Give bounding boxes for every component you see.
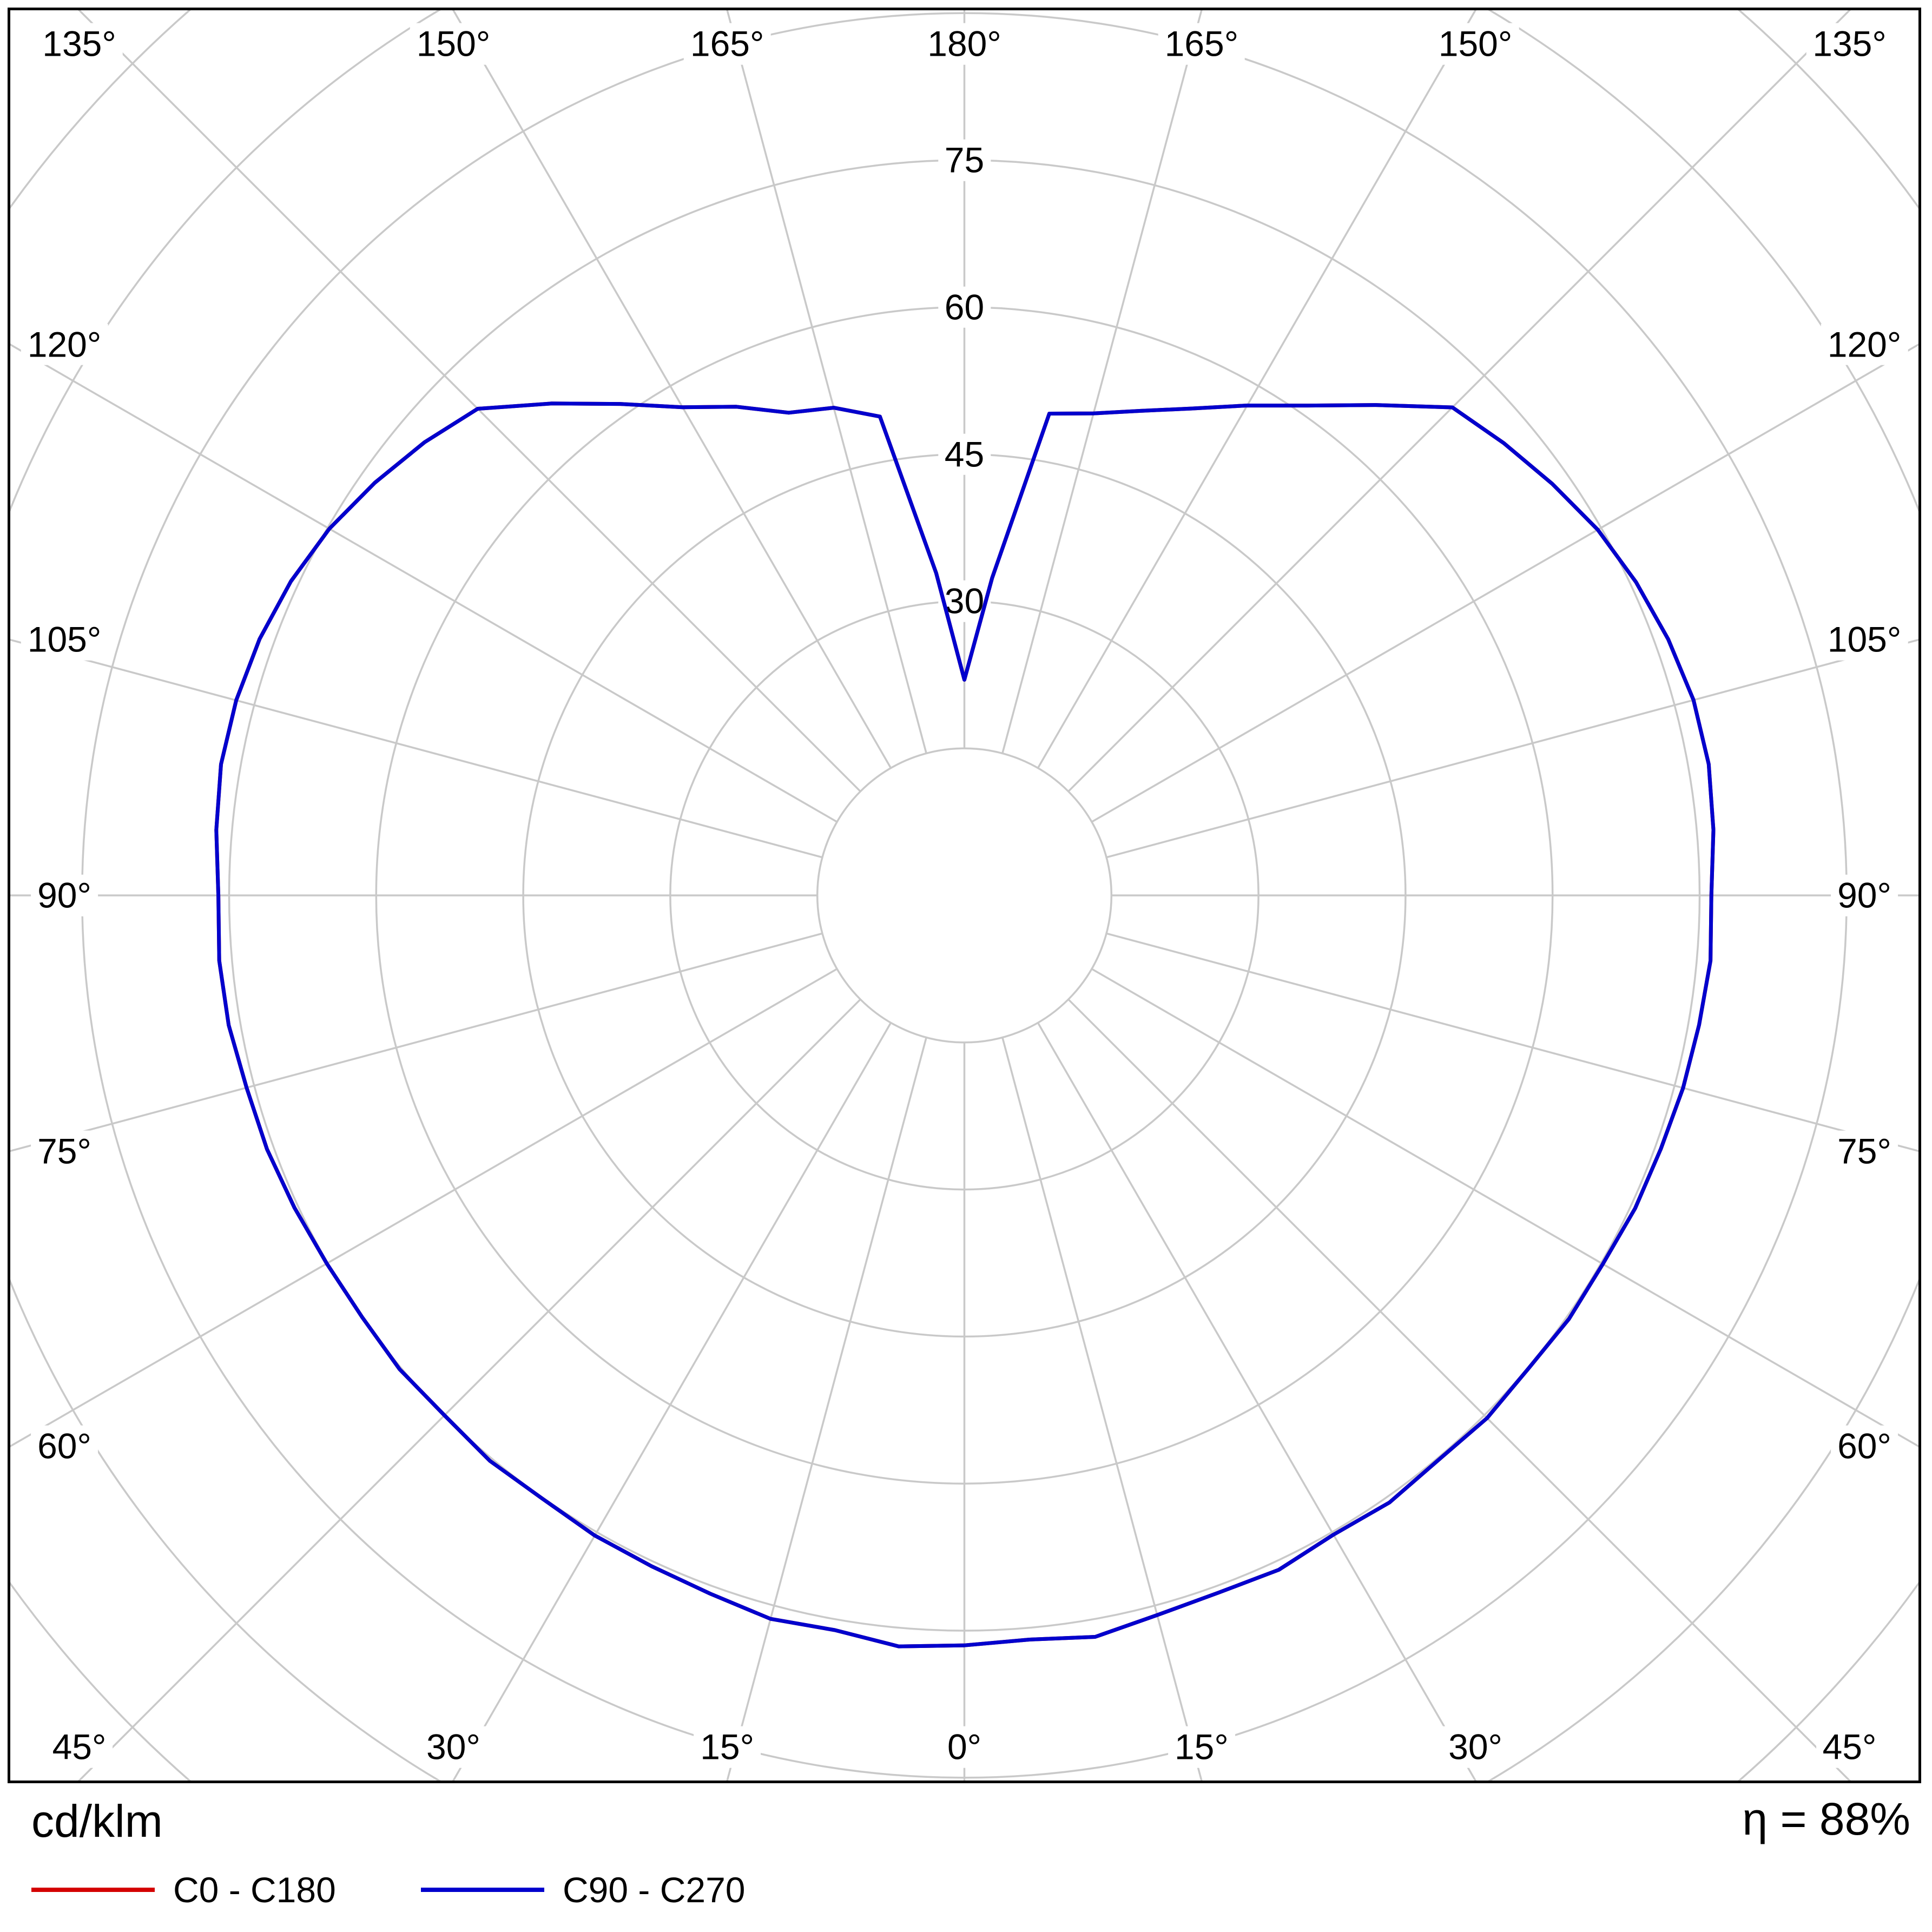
angle-label: 15° — [1168, 1726, 1235, 1768]
legend-item-c90-c270: C90 - C270 — [421, 1869, 746, 1910]
angle-label: 45° — [45, 1726, 113, 1768]
axis-labels: 0° 15° 15° 30° 30° 45° 45° 60° 60° 75° 75° 90° 90° 10… — [10, 10, 1918, 1781]
radial-tick-label: 45 — [938, 433, 991, 475]
angle-label: 135° — [1806, 23, 1893, 65]
angle-label: 150° — [410, 23, 497, 65]
angle-label: 105° — [1821, 619, 1908, 661]
legend-line-swatch-c0-c180 — [31, 1888, 155, 1892]
angle-label: 120° — [21, 324, 108, 366]
angle-label: 75° — [31, 1130, 98, 1172]
polar-grid — [10, 10, 1918, 1781]
angle-label: 15° — [694, 1726, 761, 1768]
legend-label-c90-c270: C90 - C270 — [563, 1870, 746, 1910]
angle-label: 30° — [1442, 1726, 1509, 1768]
angle-label: 105° — [21, 619, 108, 661]
angle-label: 90° — [1831, 874, 1898, 916]
angle-label: 30° — [420, 1726, 487, 1768]
radial-tick-label: 75 — [938, 139, 991, 181]
angle-label: 135° — [36, 23, 123, 65]
angle-label: 60° — [31, 1425, 98, 1467]
legend-item-c0-c180: C0 - C180 — [31, 1869, 336, 1910]
radial-tick-label: 60 — [938, 286, 991, 328]
unit-label: cd/klm — [31, 1796, 163, 1847]
angle-label: 45° — [1816, 1726, 1883, 1768]
angle-label: 60° — [1831, 1425, 1898, 1467]
angle-label: 120° — [1821, 324, 1908, 366]
angle-label: 0° — [940, 1726, 988, 1768]
legend-label-c0-c180: C0 - C180 — [173, 1870, 336, 1910]
angle-label: 150° — [1432, 23, 1519, 65]
angle-label: 165° — [1158, 23, 1245, 65]
angle-label: 180° — [921, 23, 1008, 65]
angle-label: 75° — [1831, 1130, 1898, 1172]
efficiency-label: η = 88% — [1742, 1793, 1910, 1844]
intensity-curves — [214, 401, 1716, 1649]
angle-label: 90° — [31, 874, 98, 916]
angle-label: 165° — [683, 23, 771, 65]
legend-line-swatch-c90-c270 — [421, 1888, 544, 1892]
polar-diagram: 0° 15° 15° 30° 30° 45° 45° 60° 60° 75° 75° 90° 90° 10… — [8, 8, 1921, 1783]
